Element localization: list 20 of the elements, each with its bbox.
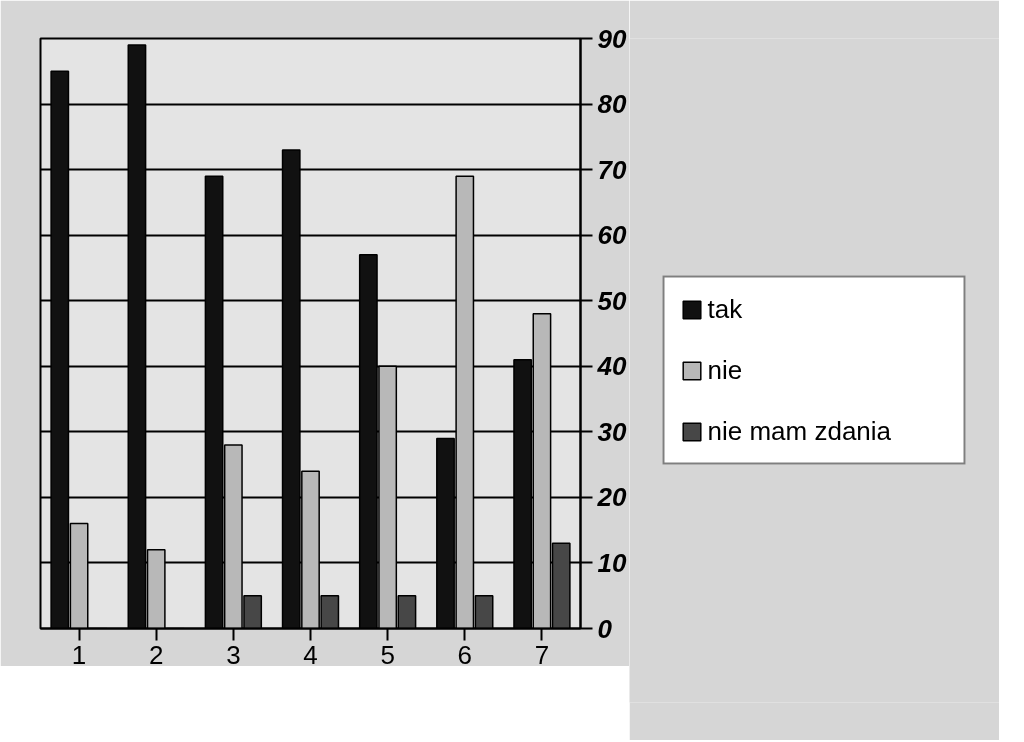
x-tick-label: 5 <box>380 639 395 670</box>
legend-label: nie <box>707 354 744 386</box>
y-tick-label: 30 <box>597 416 627 447</box>
x-tick-label: 7 <box>534 639 550 670</box>
y-tick-label: 90 <box>597 23 627 54</box>
x-tick-label: 2 <box>148 639 164 670</box>
x-tick-label: 1 <box>71 639 87 670</box>
y-tick-label: 80 <box>597 89 627 120</box>
legend-label: tak <box>707 293 744 325</box>
y-tick-label: 0 <box>597 613 613 644</box>
y-tick-label: 40 <box>596 351 627 382</box>
y-tick-label: 50 <box>597 285 627 316</box>
y-tick-label: 20 <box>596 482 627 513</box>
y-tick-label: 70 <box>597 154 627 185</box>
x-tick-label: 4 <box>303 639 318 670</box>
y-tick-label: 60 <box>597 220 627 251</box>
x-tick-label: 3 <box>226 639 241 670</box>
x-tick-label: 6 <box>457 639 473 670</box>
legend-label: nie mam zdania <box>707 415 893 447</box>
y-tick-label: 10 <box>597 547 627 578</box>
